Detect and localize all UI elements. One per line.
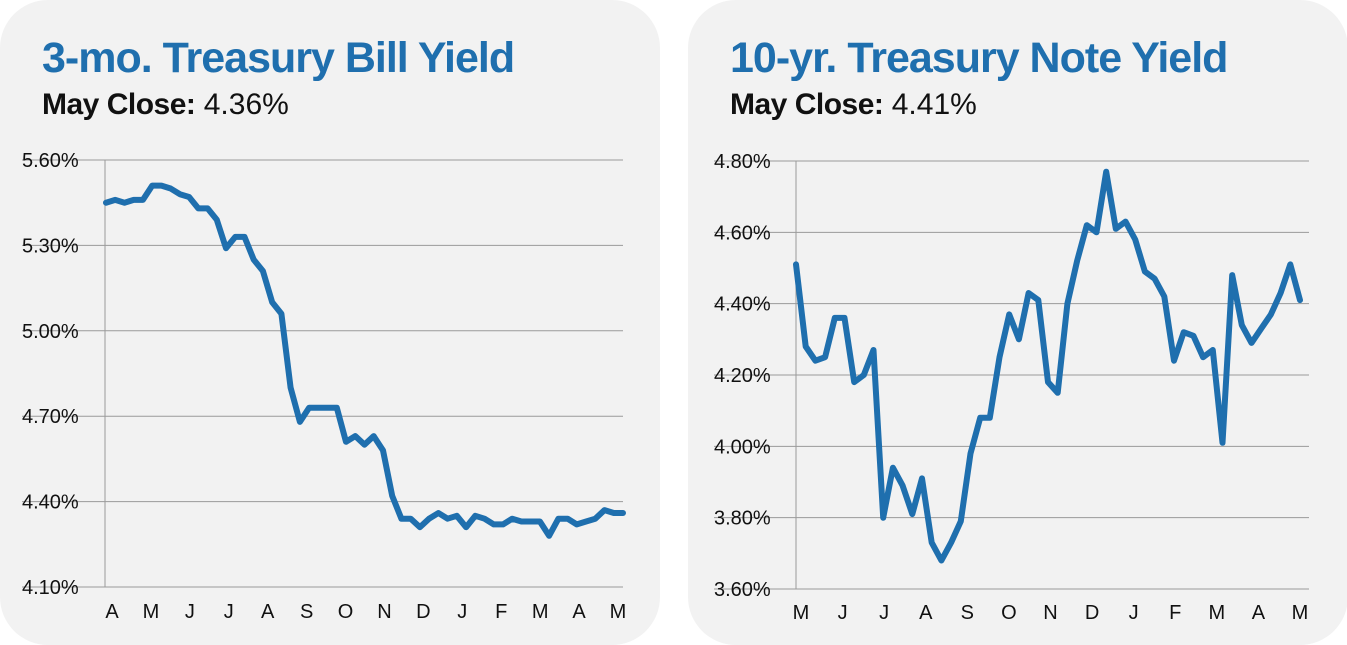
x-tick-label: S	[961, 602, 974, 624]
x-tick-label: S	[300, 601, 313, 623]
chart-panel-3mo: 3-mo. Treasury Bill Yield May Close: 4.3…	[0, 0, 660, 645]
x-tick-label: J	[1129, 602, 1139, 624]
line-chart-3mo: 5.60% 5.30% 5.00% 4.70% 4.40% 4.10% A M J J A S O N D J…	[22, 150, 627, 623]
y-tick-label: 4.40%	[22, 492, 79, 514]
x-tick-label: A	[261, 601, 275, 623]
x-tick-label: J	[879, 602, 889, 624]
x-tick-label: A	[572, 601, 586, 623]
series-line	[793, 168, 1303, 564]
series-line	[103, 182, 626, 539]
y-tick-label: 4.70%	[22, 406, 79, 428]
chart-title-3mo: 3-mo. Treasury Bill Yield	[42, 34, 515, 82]
y-tick-label: 5.00%	[22, 321, 79, 343]
y-tick-label: 4.10%	[22, 577, 79, 599]
x-tick-label: M	[793, 602, 810, 624]
chart-subtitle-10yr: May Close: 4.41%	[730, 88, 977, 122]
x-tick-label: M	[1292, 602, 1309, 624]
y-tick-label: 3.80%	[714, 508, 771, 530]
x-tick-label: F	[495, 601, 507, 623]
y-tick-label: 4.00%	[714, 436, 771, 458]
x-tick-label: M	[532, 601, 549, 623]
may-close-label-3mo: May Close:	[42, 88, 196, 121]
chart-panel-10yr: 10-yr. Treasury Note Yield May Close: 4.…	[688, 0, 1347, 645]
y-tick-label: 4.60%	[714, 222, 771, 244]
x-tick-label: N	[377, 601, 391, 623]
x-tick-label: J	[457, 601, 467, 623]
chart-title-10yr: 10-yr. Treasury Note Yield	[730, 34, 1228, 82]
y-tick-label: 5.60%	[22, 150, 79, 172]
may-close-value-3mo: 4.36%	[203, 88, 289, 121]
x-tick-label: N	[1043, 602, 1057, 624]
x-tick-label: O	[1001, 602, 1017, 624]
x-tick-label: A	[105, 601, 119, 623]
y-tick-label: 5.30%	[22, 235, 79, 257]
x-tick-label: D	[1085, 602, 1099, 624]
x-tick-label: M	[1208, 602, 1225, 624]
x-tick-label: J	[185, 601, 195, 623]
may-close-value-10yr: 4.41%	[891, 88, 977, 121]
x-tick-label: O	[338, 601, 354, 623]
y-tick-label: 4.80%	[714, 151, 771, 173]
chart-subtitle-3mo: May Close: 4.36%	[42, 88, 289, 122]
x-tick-label: A	[919, 602, 933, 624]
may-close-label-10yr: May Close:	[730, 88, 884, 121]
x-tick-label: A	[1252, 602, 1266, 624]
line-chart-10yr: 4.80% 4.60% 4.40% 4.20% 4.00% 3.80% 3.60% M J J A S…	[714, 151, 1309, 624]
y-tick-label: 3.60%	[714, 579, 771, 601]
y-tick-label: 4.40%	[714, 294, 771, 316]
x-tick-label: J	[224, 601, 234, 623]
x-tick-label: F	[1169, 602, 1181, 624]
x-tick-label: D	[416, 601, 430, 623]
y-tick-label: 4.20%	[714, 365, 771, 387]
x-tick-label: M	[610, 601, 627, 623]
x-tick-label: M	[143, 601, 160, 623]
x-tick-label: J	[838, 602, 848, 624]
